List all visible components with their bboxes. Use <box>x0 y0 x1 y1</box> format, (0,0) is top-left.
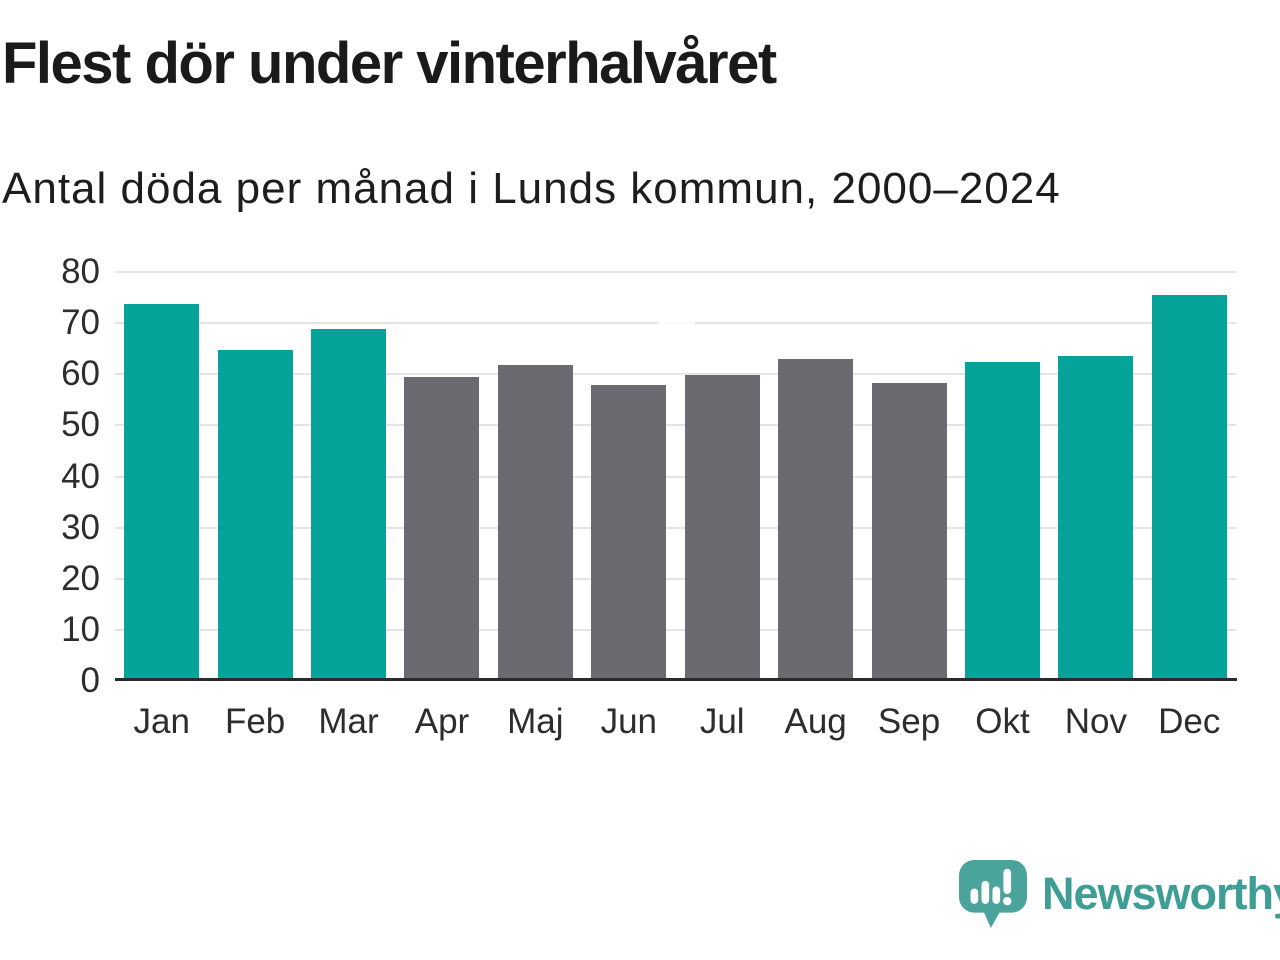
y-tick-label-10: 10 <box>61 609 100 649</box>
gridline-40 <box>115 475 1236 478</box>
y-tick-label-0: 0 <box>80 661 100 700</box>
bar-maj <box>497 364 573 678</box>
newsworthy-icon <box>959 860 1027 928</box>
y-tick-label-80: 80 <box>61 252 100 291</box>
x-label-mar: Mar <box>318 702 379 741</box>
x-label-apr: Apr <box>414 702 470 741</box>
chart-title: Flest dör under vinterhalvåret <box>2 31 777 96</box>
gridline-80 <box>115 271 1236 273</box>
x-label-jul: Jul <box>699 702 745 741</box>
bar-apr <box>404 377 480 678</box>
x-label-okt: Okt <box>975 702 1030 741</box>
bar-jun <box>591 384 667 678</box>
x-axis-line <box>115 678 1237 681</box>
x-label-jan: Jan <box>133 702 190 741</box>
bar-aug <box>778 359 854 678</box>
bar-okt <box>964 361 1040 678</box>
x-label-aug: Aug <box>784 702 847 741</box>
x-label-jun: Jun <box>600 702 657 741</box>
gridline-20 <box>115 577 1236 580</box>
bar-sep <box>871 382 947 678</box>
gridline-fade-artifact <box>658 321 695 327</box>
gridline-10 <box>115 628 1236 631</box>
x-label-feb: Feb <box>224 702 286 741</box>
gridline-50 <box>115 424 1236 427</box>
x-label-maj: Maj <box>507 702 564 741</box>
bar-feb <box>217 350 293 678</box>
y-tick-label-30: 30 <box>61 507 100 547</box>
y-tick-label-60: 60 <box>61 354 100 394</box>
y-tick-label-50: 50 <box>61 405 100 445</box>
newsworthy-logo: Newsworthy <box>958 860 1280 928</box>
chart-subtitle: Antal döda per månad i Lunds kommun, 200… <box>2 164 1061 213</box>
bar-jan <box>124 303 200 678</box>
y-tick-label-20: 20 <box>61 558 100 598</box>
newsworthy-wordmark: Newsworthy <box>1042 868 1280 919</box>
gridline-60 <box>115 373 1236 376</box>
bar-mar <box>311 328 387 678</box>
x-label-sep: Sep <box>877 702 941 741</box>
bar-dec <box>1151 295 1227 678</box>
bar-jul <box>684 375 760 678</box>
x-label-nov: Nov <box>1064 702 1127 741</box>
x-label-dec: Dec <box>1158 702 1221 741</box>
y-tick-label-70: 70 <box>61 303 100 343</box>
y-tick-label-40: 40 <box>61 456 100 496</box>
bar-nov <box>1058 356 1134 678</box>
gridline-30 <box>115 526 1236 529</box>
